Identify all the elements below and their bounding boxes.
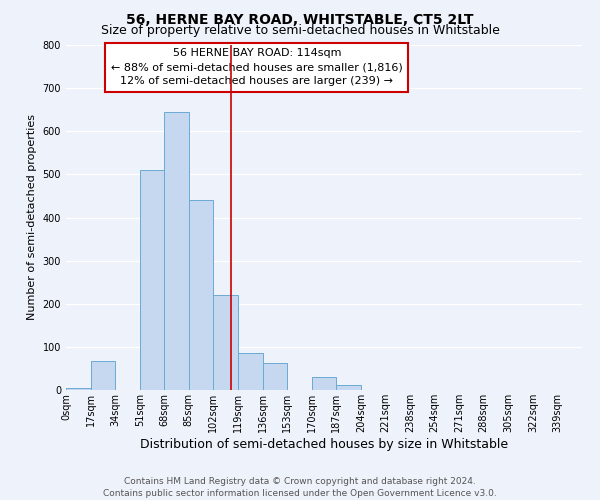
Bar [140, 170, 164, 390]
Y-axis label: Number of semi-detached properties: Number of semi-detached properties [27, 114, 37, 320]
Bar [214, 295, 238, 390]
Bar [312, 377, 336, 390]
Text: Contains HM Land Registry data © Crown copyright and database right 2024.
Contai: Contains HM Land Registry data © Crown c… [103, 476, 497, 498]
Bar [164, 112, 189, 390]
Bar [91, 360, 115, 390]
Bar [189, 200, 214, 390]
Bar [336, 385, 361, 390]
Bar [238, 354, 263, 390]
Text: Size of property relative to semi-detached houses in Whitstable: Size of property relative to semi-detach… [101, 24, 499, 37]
Bar [263, 363, 287, 390]
Text: 56, HERNE BAY ROAD, WHITSTABLE, CT5 2LT: 56, HERNE BAY ROAD, WHITSTABLE, CT5 2LT [126, 12, 474, 26]
Text: 56 HERNE BAY ROAD: 114sqm
← 88% of semi-detached houses are smaller (1,816)
12% : 56 HERNE BAY ROAD: 114sqm ← 88% of semi-… [111, 48, 403, 86]
Bar [66, 388, 91, 390]
X-axis label: Distribution of semi-detached houses by size in Whitstable: Distribution of semi-detached houses by … [140, 438, 508, 450]
